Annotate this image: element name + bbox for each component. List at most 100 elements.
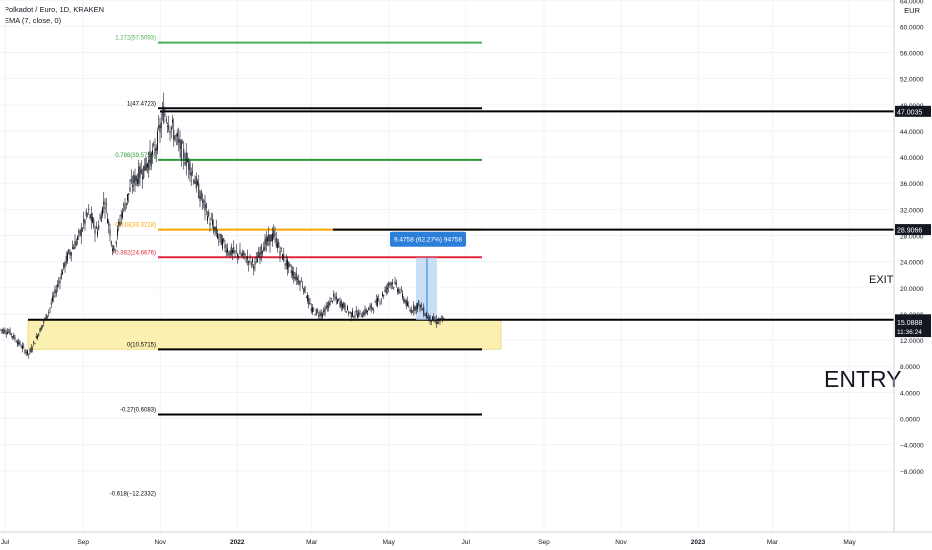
candle-body [78, 231, 80, 233]
x-tick-label: May [843, 539, 856, 546]
candle-body [208, 212, 210, 217]
exit-annotation[interactable]: EXIT [869, 274, 894, 286]
candle-body [210, 218, 212, 220]
candle-body [373, 309, 375, 311]
candle-body [247, 256, 248, 260]
candle-body [344, 304, 346, 311]
candle-body [178, 138, 180, 143]
candle-body [254, 261, 256, 266]
candle-body [378, 298, 380, 301]
candle-body [169, 131, 171, 134]
x-tick-label: Jul [1, 539, 10, 546]
candle-body [164, 114, 166, 115]
candle-body [439, 318, 441, 322]
candle-body [107, 218, 108, 224]
symbol-title[interactable]: Polkadot / Euro, 1D, KRAKEN [4, 5, 105, 14]
candle-body [335, 296, 337, 300]
current-price-value: 15.0888 [897, 320, 922, 327]
candle-body [52, 296, 53, 302]
candle-body [202, 200, 203, 203]
candle-body [50, 303, 52, 305]
candle-body [85, 211, 87, 217]
entry-zone[interactable] [27, 319, 502, 350]
candle-body [189, 162, 191, 175]
candle-body [339, 301, 341, 307]
candle-body [255, 257, 257, 259]
candle-body [23, 346, 25, 347]
x-tick-label: Nov [615, 539, 627, 546]
candle-body [370, 304, 372, 310]
price-label-box [895, 224, 931, 236]
candle-body [337, 299, 338, 304]
candle-body [14, 337, 16, 340]
candle-body [225, 250, 227, 253]
candle-body [125, 202, 127, 205]
candle-body [222, 238, 223, 249]
candle-body [357, 314, 358, 318]
candle-body [309, 302, 311, 304]
candle-body [165, 119, 167, 122]
candle-body [38, 333, 40, 336]
fib-level-label: -0.618(−12.2332) [110, 491, 156, 497]
candle-body [232, 249, 233, 253]
candle-body [29, 349, 31, 353]
candle-body [100, 214, 102, 222]
candle-body [388, 282, 390, 287]
candle-body [199, 195, 201, 201]
candle-body [48, 312, 50, 313]
candle-body [213, 226, 215, 232]
candle-body [223, 238, 225, 241]
candle-body [300, 280, 302, 282]
candle-body [352, 310, 353, 317]
candle-body [295, 273, 297, 281]
candle-body [369, 306, 371, 308]
candle-body [158, 124, 160, 129]
candle-body [172, 120, 173, 123]
candle-body [415, 305, 417, 310]
candle-body [155, 148, 157, 151]
candle-body [149, 150, 151, 163]
candle-body [233, 247, 235, 254]
candle-body [3, 329, 5, 334]
candle-body [195, 176, 197, 189]
y-tick-label: 28.0000 [900, 234, 924, 241]
candle-body [183, 148, 185, 159]
candle-body [228, 253, 230, 255]
candle-body [374, 301, 376, 303]
y-tick-label: 32.0000 [900, 207, 924, 214]
candle-body [235, 250, 237, 252]
candle-body [99, 217, 101, 219]
candle-body [277, 242, 278, 249]
y-tick-label: 60.0000 [900, 24, 924, 31]
candle-body [340, 300, 342, 308]
candle-body [227, 248, 228, 253]
candle-body [319, 311, 321, 317]
candle-body [174, 135, 176, 141]
candle-body [162, 110, 163, 113]
candle-body [212, 220, 213, 225]
candle-body [113, 245, 115, 251]
candle-body [87, 213, 88, 215]
candle-body [314, 314, 316, 316]
candle-body [438, 319, 440, 321]
candle-body [433, 317, 435, 321]
candle-body [359, 310, 361, 312]
indicator-legend[interactable]: EMA (7, close, 0) [4, 16, 62, 25]
candle-body [130, 179, 132, 182]
candle-body [424, 315, 426, 316]
candle-body [0, 329, 1, 330]
candle-body [289, 264, 291, 266]
candle-body [204, 201, 206, 211]
candle-body [120, 213, 122, 217]
entry-annotation[interactable]: ENTRY [824, 366, 902, 392]
currency-label: EUR [904, 6, 920, 15]
candle-body [264, 239, 266, 250]
candle-body [93, 219, 95, 227]
candle-body [324, 308, 326, 315]
candle-body [265, 236, 267, 245]
y-tick-label: 24.0000 [900, 260, 924, 267]
candle-body [412, 311, 413, 313]
candle-body [408, 305, 410, 307]
candle-body [400, 288, 402, 290]
